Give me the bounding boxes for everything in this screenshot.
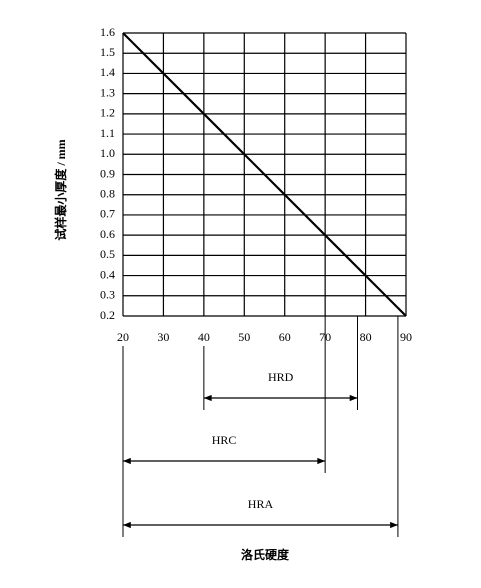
y-tick-label: 0.3 <box>100 288 115 302</box>
x-axis-label: 洛氏硬度 <box>241 547 290 562</box>
y-tick-label: 0.4 <box>100 267 115 281</box>
x-tick-label: 90 <box>400 330 412 344</box>
x-tick-label: 50 <box>238 330 250 344</box>
y-tick-label: 1.2 <box>100 106 115 120</box>
y-tick-label: 0.8 <box>100 186 115 200</box>
y-tick-label: 0.2 <box>100 308 115 322</box>
range-label: HRC <box>212 433 237 447</box>
x-tick-label: 40 <box>198 330 210 344</box>
x-tick-label: 80 <box>360 330 372 344</box>
range-label: HRA <box>248 497 274 511</box>
y-tick-label: 1.1 <box>100 126 115 140</box>
y-tick-label: 0.5 <box>100 247 115 261</box>
x-tick-label: 20 <box>117 330 129 344</box>
y-tick-label: 0.6 <box>100 227 115 241</box>
y-axis-label: 试样最小厚度 / mm <box>53 139 68 240</box>
data-line <box>122 32 407 317</box>
y-tick-label: 1.5 <box>100 45 115 59</box>
x-tick-label: 30 <box>157 330 169 344</box>
y-tick-label: 1.4 <box>100 65 115 79</box>
range-label: HRD <box>268 370 294 384</box>
x-tick-label: 60 <box>279 330 291 344</box>
y-tick-label: 1.0 <box>100 146 115 160</box>
y-tick-label: 1.6 <box>100 25 115 39</box>
y-tick-label: 0.9 <box>100 166 115 180</box>
y-tick-label: 1.3 <box>100 85 115 99</box>
y-tick-label: 0.7 <box>100 207 115 221</box>
